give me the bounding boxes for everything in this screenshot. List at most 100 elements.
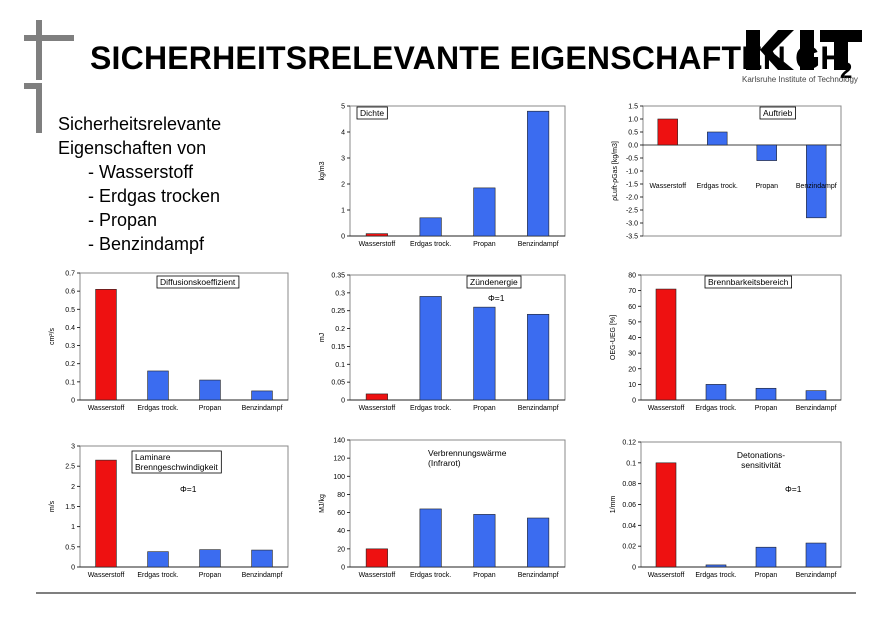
category-label: Propan (755, 183, 778, 190)
y-tick-label: 0.02 (622, 544, 636, 551)
chart-diffusion: 0 0.1 0.2 0.3 0.4 0.5 0.6 0.7 Wasserstoff Erdgas … (49, 265, 290, 425)
category-label: Wasserstoff (649, 183, 686, 190)
chart-title-line: Zündenergie (470, 277, 518, 287)
y-tick-label: 0.3 (65, 343, 75, 350)
y-tick-label: 0 (632, 398, 636, 405)
y-tick-label: 0.04 (622, 523, 636, 530)
bar-erdgastrock (147, 370, 169, 401)
y-tick-label: 0.5 (628, 130, 638, 137)
intro-heading-line1: Sicherheitsrelevante (58, 114, 222, 134)
bar-propan (755, 387, 777, 401)
y-tick-label: 1.5 (65, 504, 75, 511)
y-axis-label: OEG-UEG [%] (610, 315, 617, 360)
bar-erdgastrock (419, 296, 442, 401)
y-tick-label: 0.08 (622, 481, 636, 488)
bar-propan (199, 549, 221, 568)
category-label: Erdgas trock. (410, 241, 451, 248)
y-tick-label: 0.2 (335, 326, 345, 333)
bar-wasserstoff (657, 118, 678, 146)
bar-wasserstoff (655, 462, 677, 568)
intro-item-benzindampf: - Benzindampf (88, 234, 205, 254)
y-tick-label: 20 (337, 546, 345, 553)
bar-propan (473, 514, 496, 568)
bar-propan (755, 546, 777, 568)
y-tick-label: 0.35 (331, 273, 345, 280)
y-tick-label: 40 (628, 335, 636, 342)
page-title: SICHERHEITSRELEVANTE EIGENSCHAFTEN GH (90, 40, 844, 76)
y-tick-label: 3 (71, 444, 75, 451)
chart-title: Zündenergie (470, 277, 518, 287)
chart-title: Verbrennungswärme(Infrarot) (428, 448, 507, 468)
intro-item-wasserstoff: - Wasserstoff (88, 162, 194, 182)
category-label: Erdgas trock. (410, 572, 451, 579)
y-tick-label: -2.5 (626, 208, 638, 215)
y-tick-label: 0.6 (65, 289, 75, 296)
y-tick-label: 3 (341, 156, 345, 163)
chart-title-box (466, 275, 522, 289)
bar-propan (473, 187, 496, 237)
y-tick-label: 0.1 (65, 379, 75, 386)
category-label: Erdgas trock. (137, 572, 178, 579)
y-tick-label: -3.0 (626, 221, 638, 228)
y-tick-label: 40 (337, 528, 345, 535)
y-tick-label: -1.5 (626, 182, 638, 189)
y-tick-label: 0.1 (335, 362, 345, 369)
chart-title-line: Verbrennungswärme (428, 448, 507, 458)
kit-logo: Karlsruhe Institute of Technology (738, 22, 868, 84)
y-axis-label: mJ (319, 333, 326, 342)
category-label: Benzindampf (518, 241, 559, 248)
chart-note: Φ=1 (180, 484, 197, 494)
y-tick-label: 0 (341, 565, 345, 572)
chart-title-line: Detonations- (737, 450, 785, 460)
category-label: Erdgas trock. (137, 405, 178, 412)
logo-tagline: Karlsruhe Institute of Technology (742, 75, 858, 84)
y-tick-label: 10 (628, 382, 636, 389)
chart-note: Φ=1 (785, 484, 802, 494)
y-tick-label: 0 (341, 398, 345, 405)
chart-title-box (131, 450, 222, 474)
y-axis-label: ρLuft-ρGas [kg/m3] (612, 141, 619, 201)
chart-title-box (704, 275, 792, 289)
bar-propan (473, 306, 496, 401)
chart-dichte: 0 1 2 3 4 5 Wasserstoff Erdgas trock. Propan Benz… (310, 96, 568, 259)
y-tick-label: 140 (333, 438, 345, 445)
intro-item-propan: - Propan (88, 210, 158, 230)
y-tick-label: -3.5 (626, 234, 638, 241)
y-tick-label: 60 (628, 304, 636, 311)
bar-wasserstoff (655, 288, 677, 401)
frame-bar-top-left-vertical (36, 20, 42, 80)
y-tick-label: 60 (337, 510, 345, 517)
y-tick-label: 20 (628, 366, 636, 373)
chart-title-line: Diffusionskoeffizient (160, 277, 236, 287)
y-tick-label: 0.25 (331, 308, 345, 315)
y-tick-label: 0.12 (622, 440, 636, 447)
bar-erdgastrock (705, 384, 727, 401)
frame-bar-top-horizontal (24, 35, 74, 41)
intro-item-erdgas: - Erdgas trocken (88, 186, 221, 206)
bar-benzindampf (251, 549, 273, 568)
category-label: Propan (473, 572, 496, 579)
frame-bar-mid-vertical (36, 83, 42, 133)
bar-benzindampf (527, 517, 550, 568)
y-tick-label: 0.5 (65, 544, 75, 551)
chart-title-box (156, 275, 240, 289)
chart-brennbarkeit: 0 10 20 30 40 50 60 70 80 Wasserstoff Erdgas trock… (603, 265, 843, 425)
category-label: Wasserstoff (359, 405, 396, 412)
category-label: Benzindampf (242, 405, 283, 412)
chart-title-line: Auftrieb (763, 108, 793, 118)
chart-title-line: Brennbarkeitsbereich (708, 277, 789, 287)
y-tick-label: 70 (628, 288, 636, 295)
bar-erdgastrock (147, 551, 169, 568)
y-tick-label: 1.5 (628, 104, 638, 111)
chart-title: Diffusionskoeffizient (160, 277, 236, 287)
y-tick-label: 2 (71, 484, 75, 491)
category-label: Erdgas trock. (410, 405, 451, 412)
y-tick-label: 2.5 (65, 464, 75, 471)
y-tick-label: -2.0 (626, 195, 638, 202)
category-label: Erdgas trock. (695, 405, 736, 412)
y-tick-label: 80 (628, 273, 636, 280)
chart-detonation: 0 0.02 0.04 0.06 0.08 0.1 0.12 Wasserstoff Erdga… (603, 432, 843, 592)
category-label: Erdgas trock. (697, 183, 738, 190)
bar-erdgastrock (705, 564, 727, 568)
